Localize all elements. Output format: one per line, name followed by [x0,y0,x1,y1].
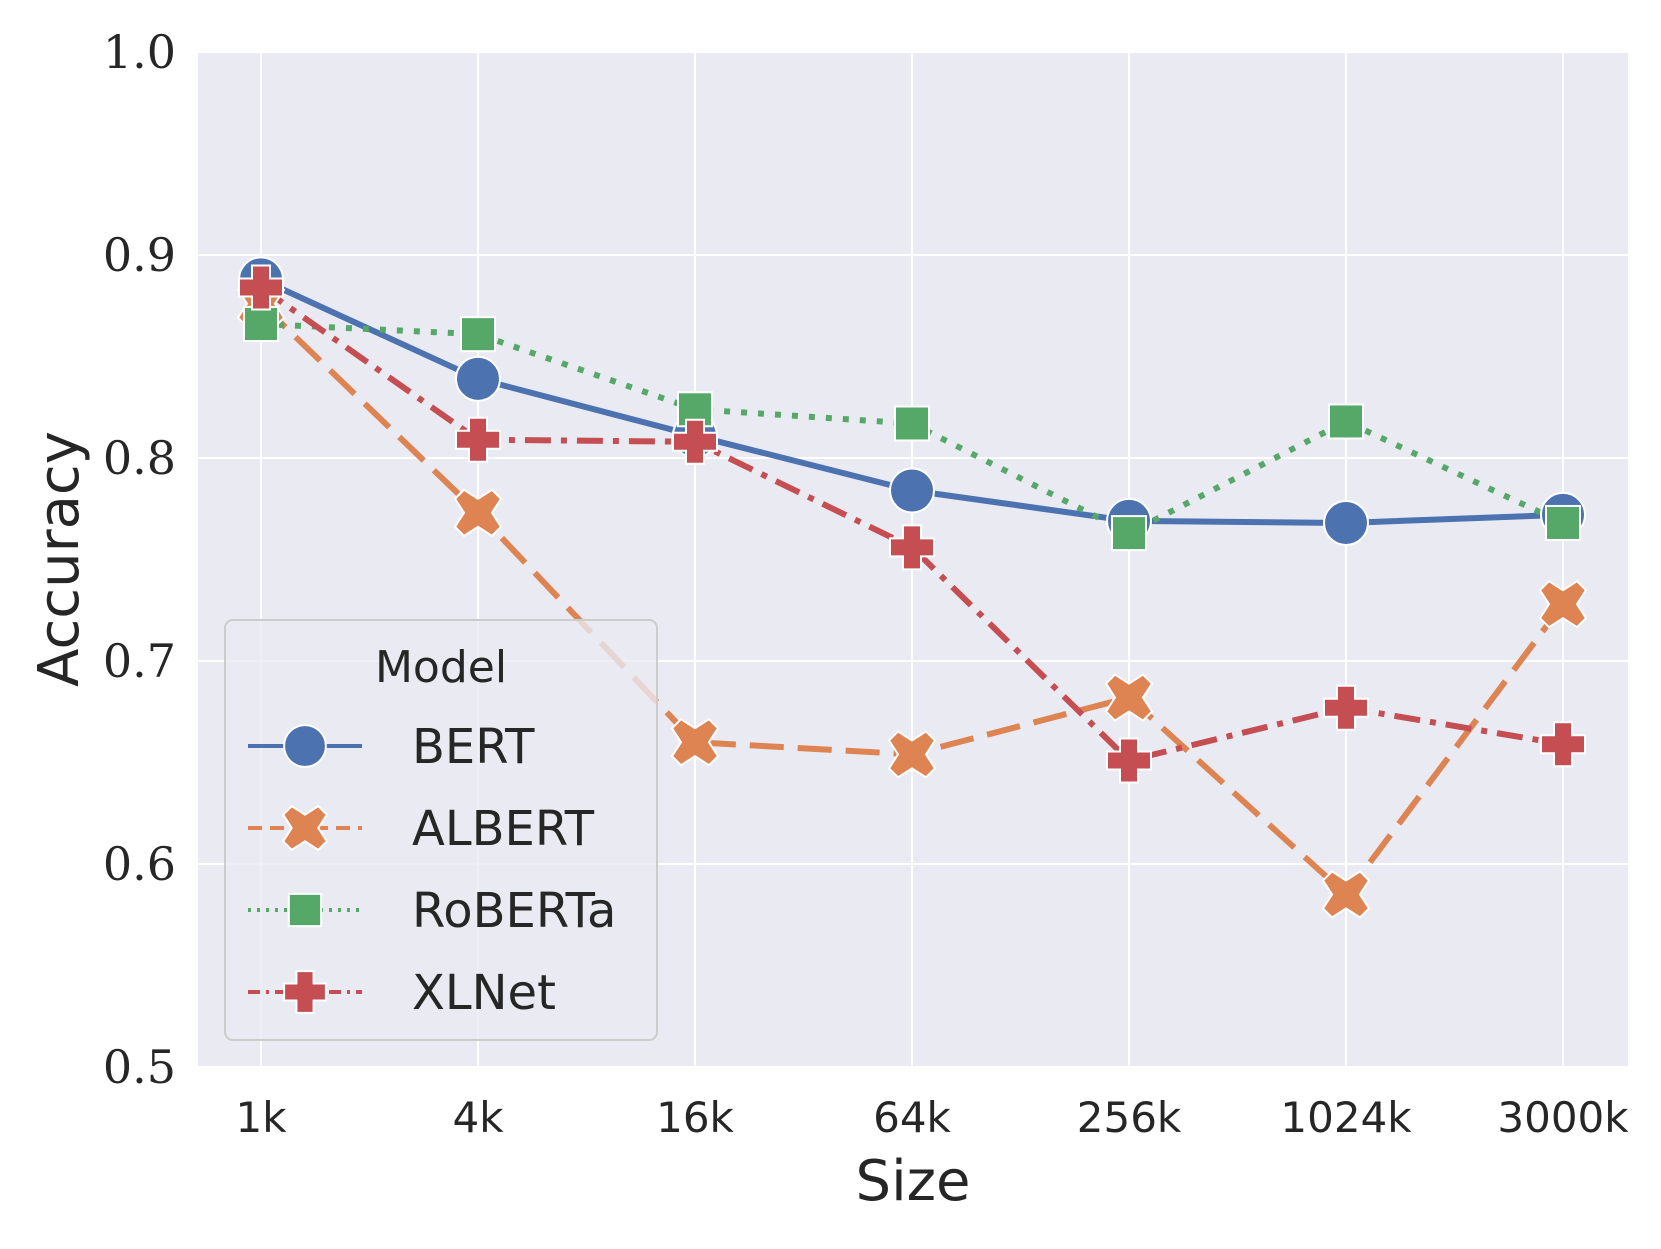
data-point-xlnet [889,524,935,571]
data-point-roberta [894,405,930,442]
legend-frame [224,619,658,1041]
y-tick-label: 0.9 [103,228,176,282]
legend: Model BERT ALBERT RoBERTa XLNet [224,619,658,1041]
x-tick-label: 256k [1077,1093,1182,1142]
data-point-bert [455,355,501,402]
data-point-xlnet [1540,721,1586,768]
legend-entries: BERT ALBERT RoBERTa XLNet [248,719,616,1021]
y-tick-label: 0.6 [103,837,176,891]
legend-label-roberta: RoBERTa [412,883,616,939]
data-point-albert [670,717,720,767]
data-point-roberta [1111,515,1147,552]
data-point-xlnet [1106,737,1152,784]
y-tick-label: 0.7 [103,634,176,688]
data-point-bert [889,467,935,514]
data-point-xlnet [455,416,501,463]
legend-marker-albert [281,804,329,852]
x-axis-label: Size [856,1149,971,1214]
x-tick-label: 4k [452,1093,504,1142]
legend-marker-xlnet [283,970,327,1014]
data-point-roberta [1328,403,1364,440]
y-tick-label: 0.8 [103,431,176,485]
legend-label-albert: ALBERT [412,801,595,857]
x-tick-label: 64k [873,1093,951,1142]
data-point-roberta [1545,504,1581,541]
legend-marker-bert [283,724,327,768]
y-tick-label: 1.0 [103,25,176,79]
data-point-roberta [460,316,496,353]
x-tick-label: 1k [235,1093,287,1142]
data-point-xlnet [238,264,284,311]
x-axis-ticks: 1k 4k 16k 64k 256k 1024k 3000k [235,1093,1629,1142]
data-point-albert [453,488,503,538]
data-point-roberta [243,306,279,343]
data-point-albert [1104,673,1154,722]
data-point-albert [1538,579,1588,629]
legend-label-bert: BERT [412,719,535,775]
series-markers [236,256,1588,919]
x-tick-label: 3000k [1497,1093,1629,1142]
x-tick-label: 16k [656,1093,734,1142]
data-point-bert [1323,499,1369,546]
data-point-xlnet [672,418,718,465]
legend-label-xlnet: XLNet [412,965,556,1021]
x-tick-label: 1024k [1280,1093,1412,1142]
legend-title: Model [375,642,507,693]
y-axis-ticks: 0.5 0.6 0.7 0.8 0.9 1.0 [103,25,176,1094]
data-point-albert [1321,870,1371,919]
y-tick-label: 0.5 [103,1040,176,1094]
data-point-xlnet [1323,684,1369,731]
legend-marker-roberta [287,892,323,928]
y-axis-label: Accuracy [27,431,92,687]
data-point-albert [887,730,937,779]
